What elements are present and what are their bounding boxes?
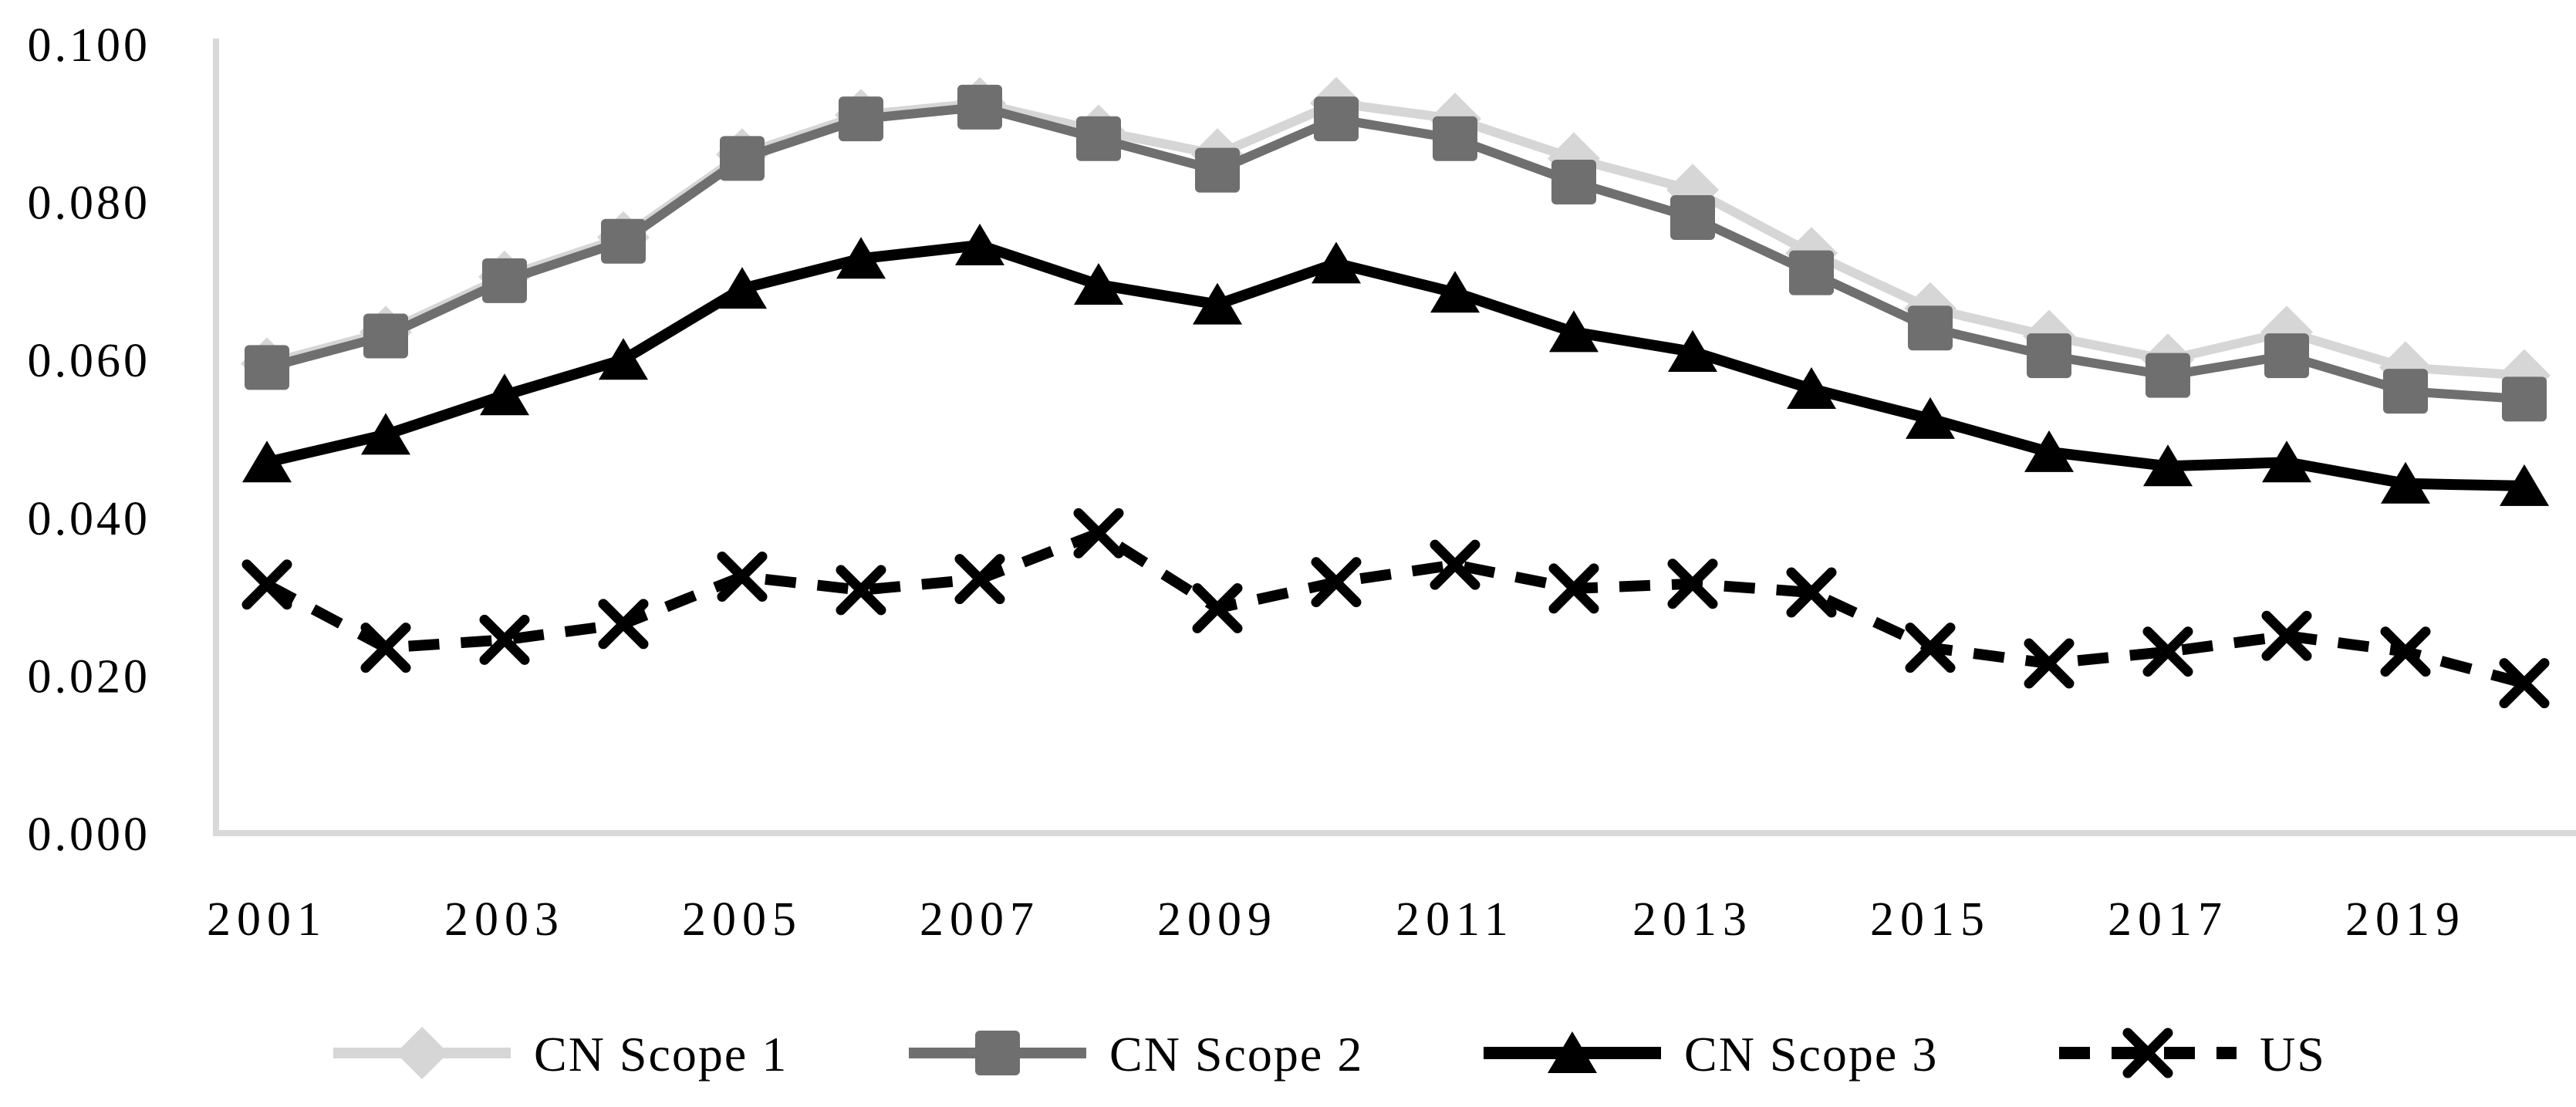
square-marker-icon bbox=[1908, 305, 1953, 351]
triangle-marker-icon bbox=[1312, 241, 1361, 284]
square-marker-icon bbox=[2027, 333, 2071, 379]
x-marker-icon bbox=[954, 554, 1005, 605]
triangle-marker-icon bbox=[1549, 310, 1599, 353]
square-marker-icon bbox=[1314, 96, 1359, 142]
x-tick-label: 2003 bbox=[444, 893, 565, 946]
square-marker-icon bbox=[1551, 160, 1596, 205]
triangle-marker-icon bbox=[599, 338, 648, 380]
x-tick-label: 2001 bbox=[207, 893, 327, 946]
square-marker-icon bbox=[245, 345, 289, 390]
x-marker-icon bbox=[479, 614, 530, 665]
triangle-marker-icon bbox=[2143, 444, 2193, 487]
triangle-marker-icon bbox=[1548, 1031, 1597, 1073]
x-marker-icon bbox=[360, 623, 411, 673]
x-tick-label: 2015 bbox=[1870, 893, 1990, 946]
x-tick-label: 2017 bbox=[2108, 893, 2228, 946]
square-marker-icon bbox=[720, 136, 765, 181]
square-marker-icon bbox=[363, 313, 408, 359]
series-line bbox=[265, 239, 2525, 491]
square-marker-icon bbox=[1076, 116, 1121, 161]
triangle-marker-icon bbox=[1906, 397, 1955, 439]
triangle-marker-icon bbox=[2500, 464, 2549, 506]
x-marker-icon bbox=[1905, 623, 1956, 673]
square-marker-icon bbox=[2146, 353, 2190, 398]
triangle-marker-icon bbox=[2024, 430, 2074, 472]
x-tick-label: 2005 bbox=[682, 893, 802, 946]
triangle-marker-icon bbox=[1787, 367, 1836, 410]
series-cn-scope-3 bbox=[242, 223, 2549, 506]
square-marker-icon bbox=[2264, 333, 2309, 379]
x-marker-icon bbox=[1786, 567, 1837, 618]
legend-label: CN Scope 2 bbox=[1109, 1027, 1363, 1082]
legend-item-cn-scope-2: CN Scope 2 bbox=[909, 1027, 1363, 1082]
legend-label: CN Scope 1 bbox=[534, 1027, 788, 1082]
y-tick-label: 0.080 bbox=[28, 177, 151, 230]
x-marker-icon bbox=[717, 552, 768, 602]
x-marker-icon bbox=[598, 599, 649, 650]
square-marker-icon bbox=[1670, 195, 1715, 241]
y-tick-label: 0.100 bbox=[28, 19, 151, 72]
x-marker-icon bbox=[2142, 626, 2193, 677]
square-marker-icon bbox=[957, 84, 1002, 130]
legend-item-us: US bbox=[2059, 1027, 2326, 1082]
square-marker-icon bbox=[2502, 376, 2547, 422]
square-marker-icon bbox=[1789, 250, 1834, 295]
x-marker-icon bbox=[1073, 508, 1124, 559]
x-marker-icon bbox=[2380, 626, 2431, 677]
legend-label: CN Scope 3 bbox=[1684, 1027, 1938, 1082]
x-marker-icon bbox=[1192, 582, 1243, 633]
square-marker-icon bbox=[2383, 369, 2428, 414]
triangle-marker-icon bbox=[2262, 440, 2311, 483]
triangle-marker-icon bbox=[955, 223, 1004, 265]
x-tick-label: 2007 bbox=[920, 893, 1040, 946]
square-marker-icon bbox=[1195, 147, 1240, 193]
y-tick-label: 0.060 bbox=[28, 335, 151, 387]
series-line bbox=[264, 528, 2526, 689]
triangle-marker-icon bbox=[480, 373, 529, 416]
y-tick-label: 0.020 bbox=[28, 650, 151, 703]
x-marker-icon bbox=[836, 565, 886, 616]
triangle-marker-icon bbox=[836, 237, 886, 279]
x-marker-icon bbox=[2261, 610, 2312, 661]
triangle-marker-icon bbox=[717, 267, 767, 309]
triangle-marker-icon bbox=[2381, 461, 2430, 504]
triangle-marker-icon bbox=[242, 440, 292, 483]
x-tick-label: 2019 bbox=[2345, 893, 2466, 946]
square-marker-icon bbox=[482, 258, 527, 303]
square-marker-icon bbox=[1433, 116, 1477, 161]
x-marker-icon bbox=[1548, 563, 1599, 614]
x-tick-label: 2013 bbox=[1632, 893, 1753, 946]
x-marker-icon bbox=[2499, 658, 2550, 709]
diamond-marker-icon bbox=[396, 1027, 448, 1079]
legend-item-cn-scope-3: CN Scope 3 bbox=[1484, 1027, 1938, 1082]
x-marker-icon bbox=[2122, 1028, 2173, 1078]
triangle-marker-icon bbox=[1193, 282, 1242, 325]
series-cn-scope-2 bbox=[245, 84, 2547, 422]
y-tick-label: 0.040 bbox=[28, 493, 151, 545]
x-marker-icon bbox=[2024, 638, 2075, 689]
x-marker-icon bbox=[241, 559, 292, 610]
legend-item-cn-scope-1: CN Scope 1 bbox=[333, 1027, 788, 1082]
x-tick-label: 2009 bbox=[1157, 893, 1278, 946]
square-marker-icon bbox=[839, 96, 883, 142]
legend-label: US bbox=[2260, 1027, 2326, 1082]
x-marker-icon bbox=[1430, 539, 1480, 590]
x-marker-icon bbox=[1311, 557, 1362, 608]
square-marker-icon bbox=[601, 218, 646, 264]
triangle-marker-icon bbox=[361, 413, 410, 455]
triangle-marker-icon bbox=[1430, 271, 1480, 313]
triangle-marker-icon bbox=[1668, 329, 1717, 372]
x-tick-label: 2011 bbox=[1396, 893, 1514, 946]
triangle-marker-icon bbox=[1074, 263, 1123, 305]
square-marker-icon bbox=[975, 1031, 1020, 1075]
x-marker-icon bbox=[1667, 559, 1718, 609]
y-tick-label: 0.000 bbox=[28, 808, 151, 861]
series-us bbox=[241, 508, 2550, 709]
